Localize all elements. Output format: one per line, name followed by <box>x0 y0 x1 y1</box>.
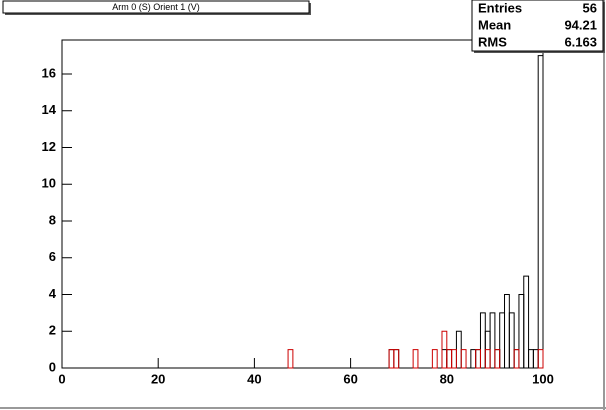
histogram-bin <box>451 349 457 369</box>
histogram-bin <box>513 349 520 369</box>
histogram-bin <box>475 349 481 369</box>
histogram-bin <box>460 349 467 369</box>
stats-value: 56 <box>583 0 597 15</box>
y-tick-label: 2 <box>49 323 56 338</box>
histogram-bin <box>494 349 501 369</box>
title-box <box>2 0 310 14</box>
stats-label: Entries <box>478 0 522 15</box>
x-tick-label: 0 <box>58 371 65 386</box>
y-tick-label: 16 <box>42 65 56 80</box>
y-tick-label: 12 <box>42 139 56 154</box>
stats-box <box>471 0 604 52</box>
histogram-bin <box>484 349 491 369</box>
y-tick-label: 4 <box>49 286 57 301</box>
x-tick-label: 100 <box>532 371 554 386</box>
x-tick-label: 60 <box>343 371 357 386</box>
x-tick-label: 20 <box>151 371 165 386</box>
y-tick-label: 0 <box>49 359 56 374</box>
y-tick-label: 10 <box>42 176 56 191</box>
x-tick-label: 40 <box>247 371 261 386</box>
histogram-bin <box>537 349 544 369</box>
x-tick-label: 80 <box>440 371 454 386</box>
histogram-bin <box>489 312 496 369</box>
histogram-bin <box>431 349 438 369</box>
histogram-bin <box>393 349 400 369</box>
histogram-bin <box>523 275 530 369</box>
histogram-bin <box>287 349 294 369</box>
y-tick-label: 8 <box>49 212 56 227</box>
stats-label: RMS <box>478 34 507 49</box>
stats-value: 94.21 <box>564 17 597 32</box>
stats-value: 6.163 <box>564 34 597 49</box>
y-tick-label: 6 <box>49 249 56 264</box>
histogram-bin <box>412 349 419 369</box>
histogram-bin <box>508 312 515 369</box>
chart-title: Arm 0 (S) Orient 1 (V) <box>112 2 200 12</box>
y-tick-label: 14 <box>42 102 57 117</box>
stats-label: Mean <box>478 17 511 32</box>
